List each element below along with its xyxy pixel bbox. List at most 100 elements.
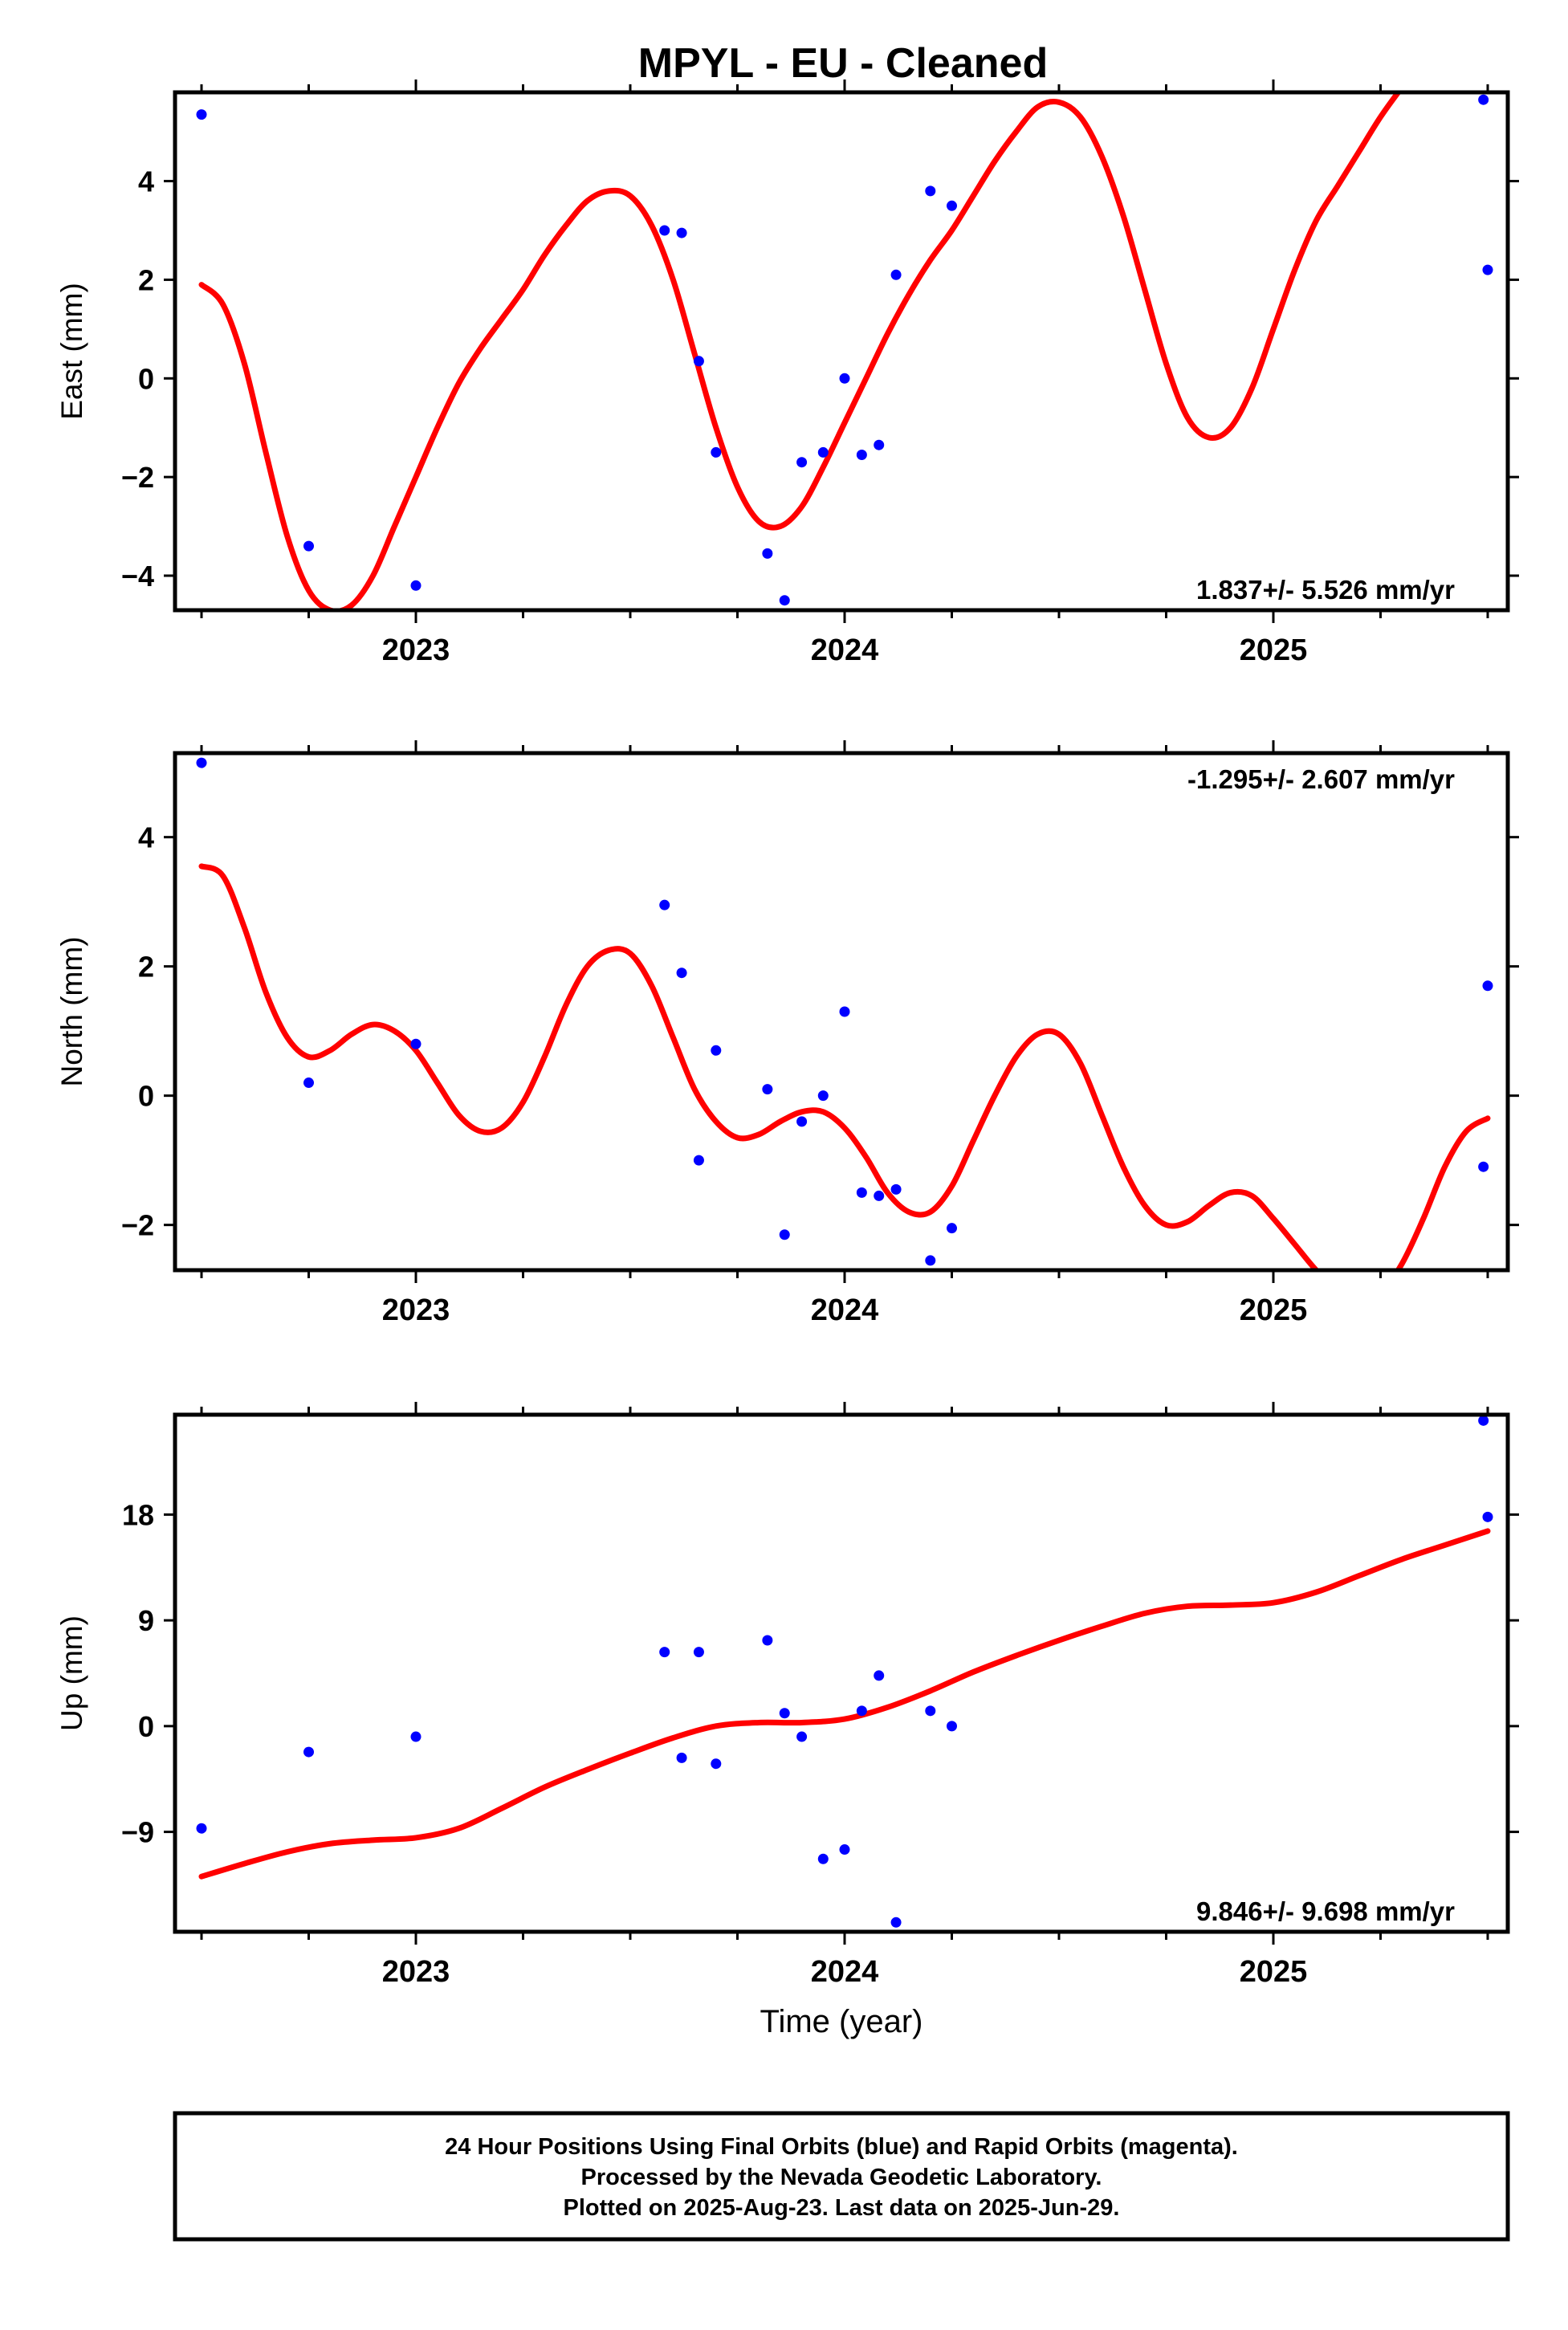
north-data-point: [1482, 980, 1493, 992]
up-data-point: [1478, 1415, 1489, 1426]
north-data-point: [856, 1187, 867, 1198]
east-data-point: [762, 548, 773, 559]
y-tick-label: 2: [138, 951, 154, 984]
up-data-point: [196, 1823, 207, 1834]
east-data-point: [693, 356, 704, 367]
up-data-point: [874, 1670, 885, 1681]
east-data-point: [659, 225, 670, 236]
east-data-point: [817, 446, 829, 458]
up-data-point: [817, 1853, 829, 1864]
north-data-point: [711, 1045, 722, 1056]
north-rate-label: -1.295+/- 2.607 mm/yr: [1187, 764, 1455, 794]
up-panel: 2023 2024 2025 −9 0 9 18 Up (mm) Time (year) 9.84…: [55, 1402, 1519, 2039]
east-data-point: [1478, 94, 1489, 105]
up-data-point: [693, 1647, 704, 1658]
east-rate-label: 1.837+/- 5.526 mm/yr: [1196, 575, 1455, 605]
x-tick-label: 2024: [811, 1955, 879, 1989]
up-y-axis-label: Up (mm): [55, 1615, 88, 1731]
east-data-point: [796, 457, 808, 468]
east-data-point: [303, 540, 314, 552]
up-data-point: [947, 1721, 957, 1732]
north-data-point: [676, 967, 687, 979]
north-axes-frame: [173, 751, 1510, 1273]
up-data-point: [779, 1708, 790, 1719]
east-axes-frame: [173, 90, 1510, 613]
y-tick-label: 4: [138, 165, 154, 198]
x-axis-label: Time (year): [760, 2004, 923, 2039]
east-data-point: [196, 109, 207, 120]
x-tick-label: 2024: [811, 633, 879, 667]
y-tick-label: −2: [121, 1209, 154, 1242]
north-y-axis-label: North (mm): [55, 936, 88, 1086]
y-tick-label: −4: [121, 560, 154, 593]
east-y-axis-label: East (mm): [55, 283, 88, 420]
footer-box: 24 Hour Positions Using Final Orbits (bl…: [173, 2111, 1510, 2242]
north-data-point: [196, 757, 207, 768]
east-data-point: [890, 269, 902, 280]
y-tick-label: −2: [121, 461, 154, 494]
up-data-point: [839, 1844, 850, 1855]
x-tick-label: 2024: [811, 1293, 879, 1327]
up-data-point: [1482, 1511, 1493, 1522]
up-data-point: [796, 1731, 808, 1742]
footer-line-3: Plotted on 2025-Aug-23. Last data on 202…: [564, 2195, 1120, 2221]
footer-line-1: 24 Hour Positions Using Final Orbits (bl…: [445, 2134, 1238, 2160]
north-data-point: [874, 1190, 885, 1201]
up-fit-line: [198, 1528, 1491, 1880]
up-data-point: [856, 1705, 867, 1717]
east-fit-line: [198, 92, 1402, 610]
y-tick-label: 2: [138, 263, 154, 296]
footer-frame: [173, 2111, 1510, 2242]
up-data-point: [676, 1752, 687, 1763]
north-data-point: [890, 1183, 902, 1195]
east-data-point: [1482, 264, 1493, 275]
y-tick-label: 0: [138, 1080, 154, 1113]
y-tick-label: 18: [122, 1498, 154, 1531]
north-data-point: [817, 1090, 829, 1102]
y-tick-label: 0: [138, 362, 154, 395]
east-data-point: [947, 200, 957, 211]
x-tick-label: 2025: [1240, 1955, 1308, 1989]
up-data-point: [762, 1635, 773, 1646]
up-data-point: [410, 1731, 422, 1742]
north-data-point: [796, 1116, 808, 1127]
east-data-point: [925, 185, 936, 197]
north-data-point: [947, 1223, 957, 1234]
north-data-point: [693, 1155, 704, 1166]
up-axes-frame: [173, 1412, 1510, 1934]
footer-line-2: Processed by the Nevada Geodetic Laborat…: [581, 2165, 1102, 2190]
y-tick-label: 9: [138, 1604, 154, 1637]
north-data-point: [925, 1255, 936, 1266]
up-data-point: [659, 1647, 670, 1658]
x-tick-label: 2023: [382, 1293, 450, 1327]
up-data-point: [890, 1917, 902, 1928]
north-data-point: [659, 899, 670, 910]
east-plot-area: [196, 92, 1493, 610]
x-tick-label: 2025: [1240, 1293, 1308, 1327]
north-data-point: [839, 1006, 850, 1017]
x-tick-label: 2023: [382, 633, 450, 667]
east-data-point: [839, 373, 850, 384]
north-data-point: [762, 1084, 773, 1095]
y-tick-label: −9: [121, 1816, 154, 1849]
y-tick-label: 0: [138, 1710, 154, 1743]
east-data-point: [856, 450, 867, 460]
x-tick-label: 2025: [1240, 633, 1308, 667]
north-data-point: [779, 1229, 790, 1240]
east-data-point: [711, 446, 722, 458]
east-data-point: [874, 439, 885, 450]
up-data-point: [303, 1746, 314, 1758]
east-data-point: [779, 595, 790, 606]
north-data-point: [410, 1038, 422, 1049]
east-panel: 2023 2024 2025 −4 −2 0 2 4 East (mm) 1.837+/- 5.5…: [55, 79, 1519, 667]
y-tick-label: 4: [138, 821, 154, 854]
north-plot-area: [196, 757, 1493, 1270]
east-data-point: [410, 580, 422, 591]
up-plot-area: [196, 1415, 1493, 1928]
up-data-point: [711, 1758, 722, 1770]
north-data-point: [1478, 1161, 1489, 1172]
up-data-point: [925, 1705, 936, 1717]
up-rate-label: 9.846+/- 9.698 mm/yr: [1196, 1896, 1455, 1926]
